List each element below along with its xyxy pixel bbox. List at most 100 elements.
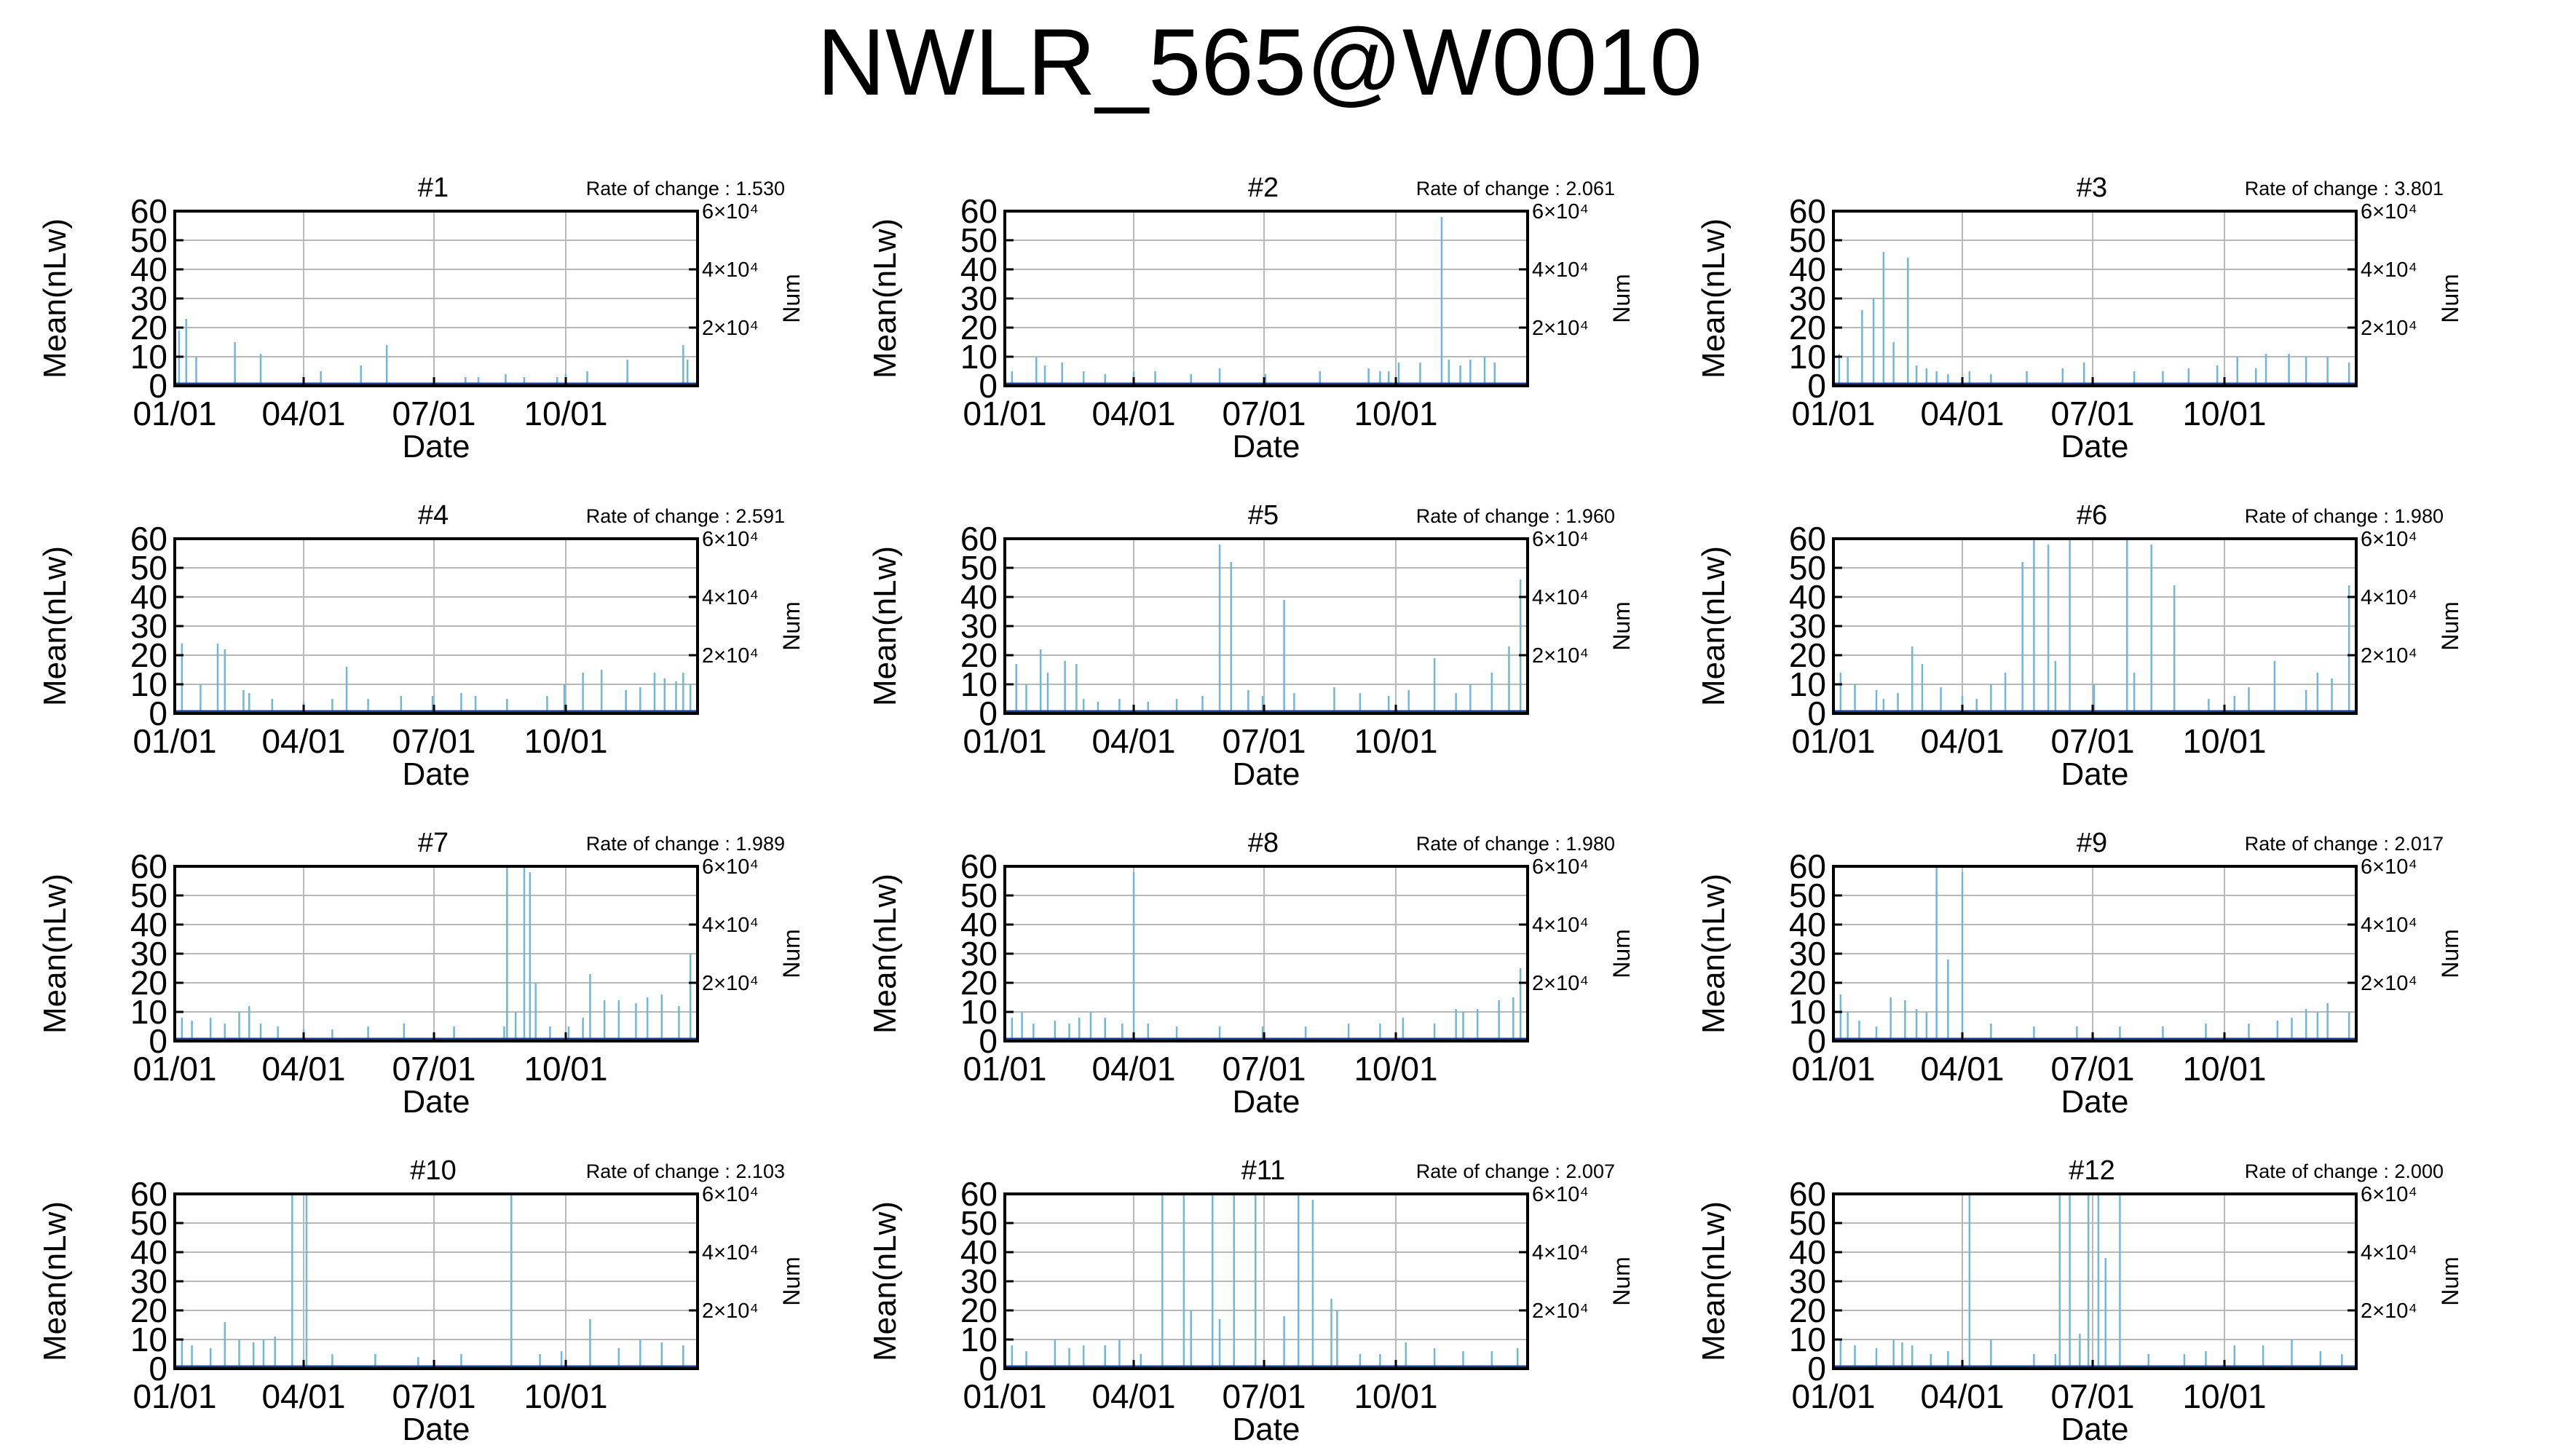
y-tick-label: 10 — [1789, 1321, 1826, 1358]
y2-tick-label: 2×10⁴ — [702, 644, 759, 668]
y2-tick-label: 2×10⁴ — [702, 1299, 759, 1323]
x-axis-label: Date — [1233, 1084, 1300, 1120]
y-axis-label: Mean(nLw) — [1696, 218, 1731, 379]
y-tick-label: 10 — [130, 1321, 167, 1358]
x-tick-label: 01/01 — [133, 395, 216, 432]
y-tick-label: 60 — [130, 847, 167, 885]
y-tick-label: 0 — [1807, 367, 1826, 405]
page-title: NWLR_565@W0010 — [817, 9, 1702, 115]
y2-axis-label: Num — [2437, 929, 2463, 978]
y2-tick-label: 4×10⁴ — [702, 1241, 759, 1265]
y-tick-label: 0 — [149, 367, 167, 405]
y2-tick-label: 6×10⁴ — [702, 855, 759, 879]
y-axis-label: Mean(nLw) — [37, 546, 73, 706]
y-tick-label: 50 — [960, 1204, 998, 1242]
x-tick-label: 01/01 — [1791, 1050, 1875, 1088]
y2-tick-label: 4×10⁴ — [2361, 914, 2417, 937]
rate-of-change-label: Rate of change : 2.017 — [2245, 833, 2444, 855]
x-tick-label: 01/01 — [133, 1050, 216, 1088]
y-tick-label: 20 — [1789, 1291, 1826, 1329]
y-tick-label: 50 — [130, 221, 167, 259]
x-tick-label: 10/01 — [1354, 395, 1437, 432]
y-tick-label: 20 — [1789, 309, 1826, 347]
x-tick-label: 07/01 — [2050, 1377, 2134, 1415]
y-tick-label: 60 — [1789, 847, 1826, 885]
y2-tick-label: 6×10⁴ — [1532, 1183, 1589, 1206]
x-tick-label: 04/01 — [261, 1050, 345, 1088]
y2-axis-label: Num — [1608, 929, 1635, 978]
x-tick-label: 07/01 — [392, 395, 475, 432]
y-tick-label: 50 — [1789, 549, 1826, 587]
y2-axis-label: Num — [2437, 274, 2463, 323]
y2-tick-label: 2×10⁴ — [2361, 972, 2417, 995]
x-tick-label: 04/01 — [1920, 1377, 2004, 1415]
y-tick-label: 60 — [130, 192, 167, 230]
y2-tick-label: 2×10⁴ — [2361, 644, 2417, 668]
x-tick-label: 01/01 — [133, 722, 216, 760]
rate-of-change-label: Rate of change : 3.801 — [2245, 178, 2444, 199]
y-tick-label: 20 — [1789, 964, 1826, 1002]
rate-of-change-label: Rate of change : 2.103 — [586, 1160, 785, 1182]
y-tick-label: 30 — [130, 607, 167, 645]
rate-of-change-label: Rate of change : 2.000 — [2245, 1160, 2444, 1182]
y-tick-label: 10 — [130, 665, 167, 703]
y-tick-label: 0 — [979, 1022, 998, 1060]
y-tick-label: 0 — [149, 1350, 167, 1388]
x-tick-label: 10/01 — [524, 395, 607, 432]
y2-tick-label: 2×10⁴ — [2361, 317, 2417, 340]
x-axis-label: Date — [403, 1412, 470, 1447]
x-tick-label: 04/01 — [1091, 1377, 1175, 1415]
y2-tick-label: 6×10⁴ — [2361, 1183, 2417, 1206]
y-tick-label: 20 — [130, 636, 167, 674]
x-tick-label: 04/01 — [261, 395, 345, 432]
y-tick-label: 10 — [130, 993, 167, 1031]
panel-title: #6 — [2077, 500, 2107, 531]
y2-tick-label: 6×10⁴ — [702, 200, 759, 223]
y-axis-label: Mean(nLw) — [867, 874, 903, 1034]
y2-tick-label: 4×10⁴ — [2361, 258, 2417, 282]
y-tick-label: 50 — [1789, 1204, 1826, 1242]
x-tick-label: 07/01 — [2050, 395, 2134, 432]
y-tick-label: 40 — [1789, 578, 1826, 616]
x-tick-label: 10/01 — [2182, 1377, 2266, 1415]
y-tick-label: 50 — [130, 877, 167, 914]
y-tick-label: 20 — [960, 1291, 998, 1329]
y2-tick-label: 2×10⁴ — [1532, 972, 1589, 995]
x-axis-label: Date — [2061, 756, 2129, 792]
x-tick-label: 01/01 — [963, 1050, 1046, 1088]
y-axis-label: Mean(nLw) — [37, 218, 73, 379]
y-tick-label: 60 — [960, 847, 998, 885]
x-axis-label: Date — [1233, 1412, 1300, 1447]
x-tick-label: 01/01 — [963, 395, 1046, 432]
y-tick-label: 30 — [960, 607, 998, 645]
y2-tick-label: 2×10⁴ — [1532, 644, 1589, 668]
x-tick-label: 04/01 — [1920, 395, 2004, 432]
y-axis-label: Mean(nLw) — [1696, 1201, 1731, 1361]
rate-of-change-label: Rate of change : 1.980 — [1416, 833, 1615, 855]
y-tick-label: 40 — [130, 906, 167, 943]
y2-tick-label: 6×10⁴ — [702, 1183, 759, 1206]
y2-tick-label: 6×10⁴ — [702, 528, 759, 551]
y2-tick-label: 4×10⁴ — [2361, 1241, 2417, 1265]
y2-tick-label: 4×10⁴ — [702, 914, 759, 937]
x-tick-label: 04/01 — [1091, 1050, 1175, 1088]
x-tick-label: 01/01 — [133, 1377, 216, 1415]
y-tick-label: 0 — [1807, 695, 1826, 732]
x-axis-label: Date — [403, 429, 470, 464]
y-tick-label: 40 — [960, 1233, 998, 1271]
x-tick-label: 01/01 — [963, 722, 1046, 760]
y-tick-label: 30 — [1789, 1262, 1826, 1300]
y2-tick-label: 4×10⁴ — [1532, 586, 1589, 609]
y2-tick-label: 6×10⁴ — [1532, 200, 1589, 223]
y-tick-label: 40 — [960, 578, 998, 616]
panel-title: #1 — [418, 173, 449, 203]
panel-title: #3 — [2077, 173, 2107, 203]
y2-axis-label: Num — [1608, 601, 1635, 651]
x-tick-label: 10/01 — [524, 1377, 607, 1415]
y2-tick-label: 2×10⁴ — [2361, 1299, 2417, 1323]
y-tick-label: 50 — [960, 221, 998, 259]
